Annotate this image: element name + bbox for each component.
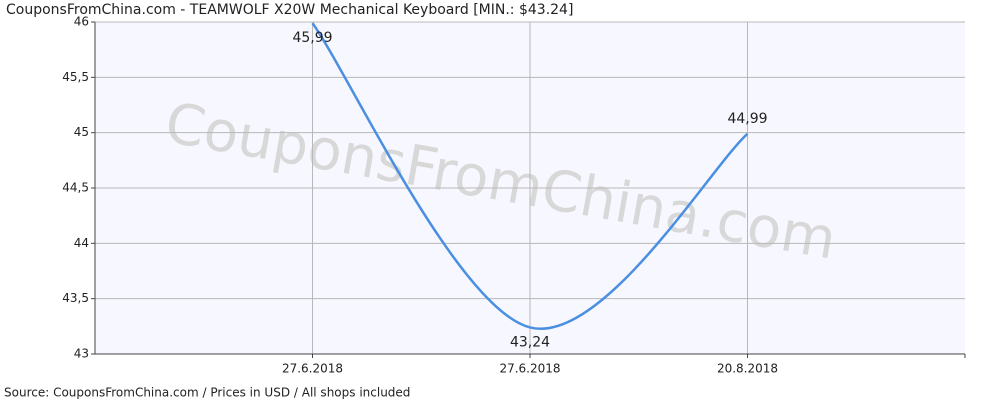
x-tick-label: 27.6.2018 — [282, 362, 343, 376]
value-label: 44,99 — [727, 111, 767, 127]
x-tick-label: 27.6.2018 — [499, 362, 560, 376]
y-tick-label: 45 — [74, 125, 89, 139]
y-tick-label: 43,5 — [62, 291, 89, 305]
value-label: 45,99 — [292, 30, 332, 46]
price-line — [311, 22, 749, 330]
y-tick-label: 44 — [74, 236, 89, 250]
y-tick-label: 43 — [74, 347, 89, 361]
y-tick-label: 46 — [74, 15, 89, 29]
y-tick-label: 45,5 — [62, 70, 89, 84]
y-tick-label: 44,5 — [62, 181, 89, 195]
x-tick-label: 20.8.2018 — [717, 362, 778, 376]
source-note: Source: CouponsFromChina.com / Prices in… — [4, 386, 410, 400]
value-label: 43,24 — [510, 334, 550, 350]
chart-title: CouponsFromChina.com - TEAMWOLF X20W Mec… — [6, 2, 573, 18]
